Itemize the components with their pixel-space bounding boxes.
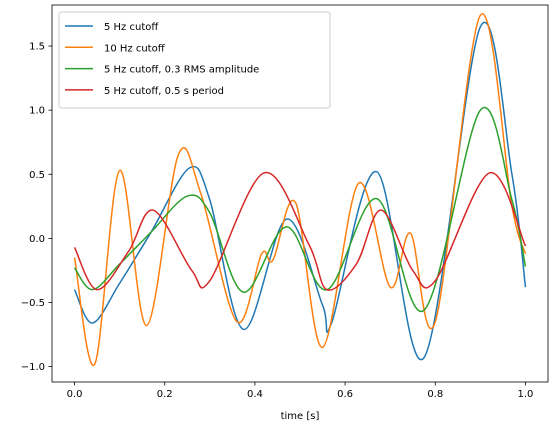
x-axis-label: time [s] <box>281 411 320 422</box>
series-line-2 <box>73 13 527 367</box>
series-line-3 <box>73 106 527 313</box>
y-tick-label: 0.0 <box>29 234 45 245</box>
y-tick-label: 0.5 <box>29 170 45 181</box>
x-tick-label: 0.8 <box>427 389 443 400</box>
y-tick-label: −0.5 <box>21 298 45 309</box>
plot-frame <box>51 4 549 383</box>
legend-label-3: 5 Hz cutoff, 0.3 RMS amplitude <box>104 65 259 76</box>
series-line-4 <box>73 172 527 291</box>
legend-label-4: 5 Hz cutoff, 0.5 s period <box>104 86 224 97</box>
x-tick-label: 0.2 <box>157 389 173 400</box>
axis-layer: 0.0 0.2 0.4 0.6 0.8 1.0 −1.0 −0.5 0.0 0.5 1.0 1.5 <box>21 42 534 400</box>
y-tick-label: 1.0 <box>29 106 45 117</box>
legend-box <box>58 11 331 109</box>
series-layer <box>73 13 527 367</box>
legend: 5 Hz cutoff 10 Hz cutoff 5 Hz cutoff, 0.3 … <box>58 11 331 109</box>
x-tick-label: 0.0 <box>67 389 83 400</box>
x-tick-label: 0.4 <box>247 389 263 400</box>
legend-label-1: 5 Hz cutoff <box>104 22 159 33</box>
y-tick-label: 1.5 <box>29 42 45 53</box>
legend-label-2: 10 Hz cutoff <box>104 43 166 54</box>
x-tick-label: 0.6 <box>337 389 353 400</box>
y-tick-label: −1.0 <box>21 362 45 373</box>
x-tick-label: 1.0 <box>518 389 534 400</box>
